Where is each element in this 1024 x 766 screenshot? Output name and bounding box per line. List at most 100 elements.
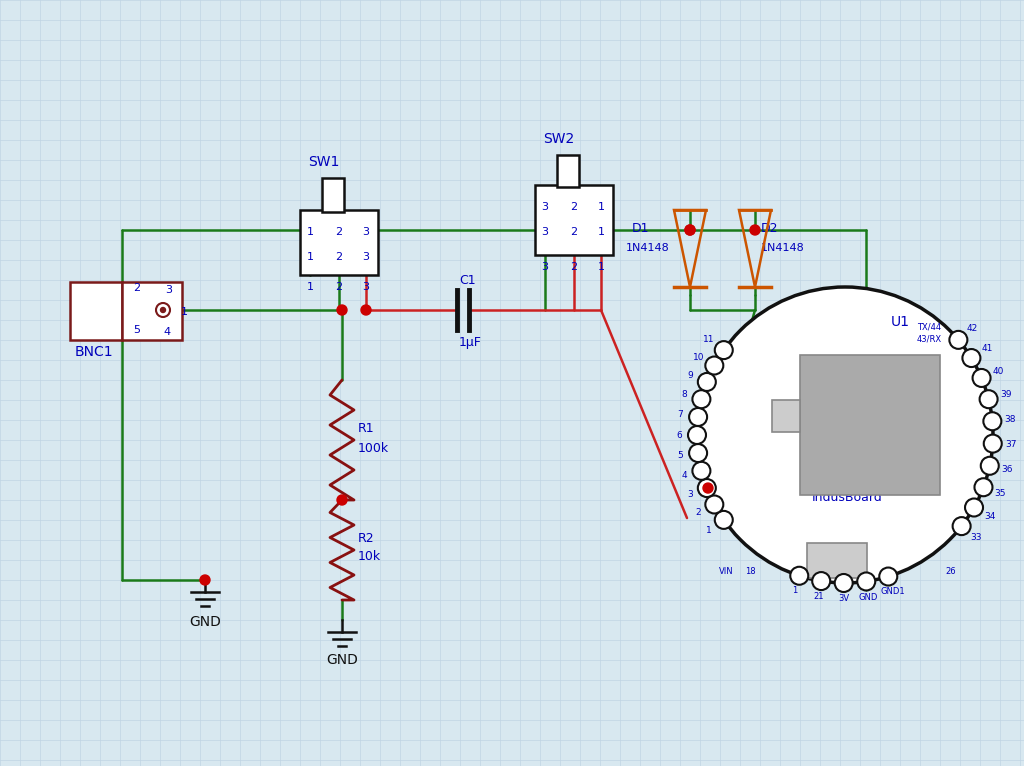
Text: VIN: VIN <box>719 567 733 575</box>
Circle shape <box>880 568 897 585</box>
Circle shape <box>963 349 980 367</box>
Text: 36: 36 <box>1001 465 1013 474</box>
Text: 4: 4 <box>681 470 687 480</box>
Text: 39: 39 <box>1000 391 1012 399</box>
Text: R2: R2 <box>358 532 375 545</box>
Text: 34: 34 <box>984 512 995 521</box>
Text: 2: 2 <box>133 283 140 293</box>
Text: R1: R1 <box>358 421 375 434</box>
Text: 26: 26 <box>945 567 955 575</box>
Circle shape <box>689 408 708 426</box>
Text: SW1: SW1 <box>308 155 339 169</box>
Text: 2: 2 <box>336 227 343 237</box>
Circle shape <box>706 356 723 375</box>
Bar <box>557 155 579 187</box>
Text: 1: 1 <box>792 587 797 595</box>
Circle shape <box>161 307 166 313</box>
Text: 1: 1 <box>306 282 313 292</box>
Text: 40: 40 <box>992 366 1004 375</box>
Text: 100k: 100k <box>358 441 389 454</box>
Circle shape <box>835 574 853 592</box>
Text: 2: 2 <box>570 227 578 237</box>
Circle shape <box>697 479 716 497</box>
Circle shape <box>952 517 971 535</box>
Text: 7: 7 <box>677 411 683 419</box>
Text: 1: 1 <box>597 202 604 212</box>
Text: GND: GND <box>859 593 879 602</box>
Circle shape <box>156 303 170 317</box>
Circle shape <box>975 478 992 496</box>
Circle shape <box>685 225 695 235</box>
Text: 2: 2 <box>336 252 343 262</box>
Text: 42: 42 <box>967 324 978 332</box>
Text: 18: 18 <box>745 567 756 575</box>
Bar <box>772 400 800 432</box>
Text: TX/44: TX/44 <box>918 322 941 332</box>
Text: U1: U1 <box>891 315 909 329</box>
Circle shape <box>857 572 876 591</box>
Circle shape <box>949 331 968 349</box>
Bar <box>807 543 867 578</box>
Text: 21: 21 <box>813 592 824 601</box>
Text: 38: 38 <box>1005 415 1016 424</box>
Circle shape <box>703 483 713 493</box>
Text: 2: 2 <box>695 509 701 517</box>
Text: 1: 1 <box>597 262 604 272</box>
Text: IndusBoard: IndusBoard <box>812 490 883 503</box>
Text: SW2: SW2 <box>543 132 574 146</box>
Circle shape <box>337 495 347 505</box>
Text: 1N4148: 1N4148 <box>761 243 805 253</box>
Text: 1: 1 <box>181 307 188 317</box>
Circle shape <box>200 575 210 585</box>
Text: GND1: GND1 <box>881 588 905 597</box>
Text: 1μF: 1μF <box>459 336 482 349</box>
Text: 9: 9 <box>687 371 693 380</box>
Circle shape <box>965 499 983 516</box>
Circle shape <box>750 225 760 235</box>
Circle shape <box>791 567 808 584</box>
Text: 1: 1 <box>306 252 313 262</box>
Circle shape <box>697 373 716 391</box>
Text: 1: 1 <box>306 227 313 237</box>
Text: 43/RX: 43/RX <box>918 335 942 343</box>
Text: 41: 41 <box>981 344 992 353</box>
Text: 35: 35 <box>994 489 1006 498</box>
Text: 11: 11 <box>703 336 715 344</box>
Text: 5: 5 <box>677 450 683 460</box>
Circle shape <box>984 434 1001 453</box>
Circle shape <box>337 305 347 315</box>
Circle shape <box>715 511 733 529</box>
Text: 3: 3 <box>542 262 549 272</box>
Bar <box>322 178 344 212</box>
Text: 3: 3 <box>542 227 549 237</box>
Text: 2: 2 <box>336 282 343 292</box>
Circle shape <box>980 390 997 408</box>
Text: 8: 8 <box>681 391 687 399</box>
Text: D2: D2 <box>761 221 778 234</box>
Bar <box>70 282 122 340</box>
Circle shape <box>715 341 733 359</box>
Text: 3: 3 <box>542 202 549 212</box>
Circle shape <box>706 496 723 513</box>
Text: 3: 3 <box>362 252 370 262</box>
Circle shape <box>983 412 1001 430</box>
Text: 2: 2 <box>570 202 578 212</box>
Circle shape <box>361 305 371 315</box>
Text: 3: 3 <box>362 282 370 292</box>
Text: 37: 37 <box>1005 440 1017 449</box>
Text: 33: 33 <box>970 532 982 542</box>
Text: D1: D1 <box>632 221 649 234</box>
Circle shape <box>689 444 708 462</box>
Text: C1: C1 <box>459 273 475 286</box>
Text: 2: 2 <box>570 262 578 272</box>
Circle shape <box>692 462 711 480</box>
Bar <box>300 210 378 275</box>
Text: GND: GND <box>326 653 358 667</box>
Text: 1N4148: 1N4148 <box>626 243 670 253</box>
Text: GND: GND <box>189 615 221 629</box>
Text: 10k: 10k <box>358 551 381 564</box>
Bar <box>122 282 182 340</box>
Text: 10: 10 <box>692 352 705 362</box>
Circle shape <box>685 225 695 235</box>
Bar <box>535 185 613 255</box>
